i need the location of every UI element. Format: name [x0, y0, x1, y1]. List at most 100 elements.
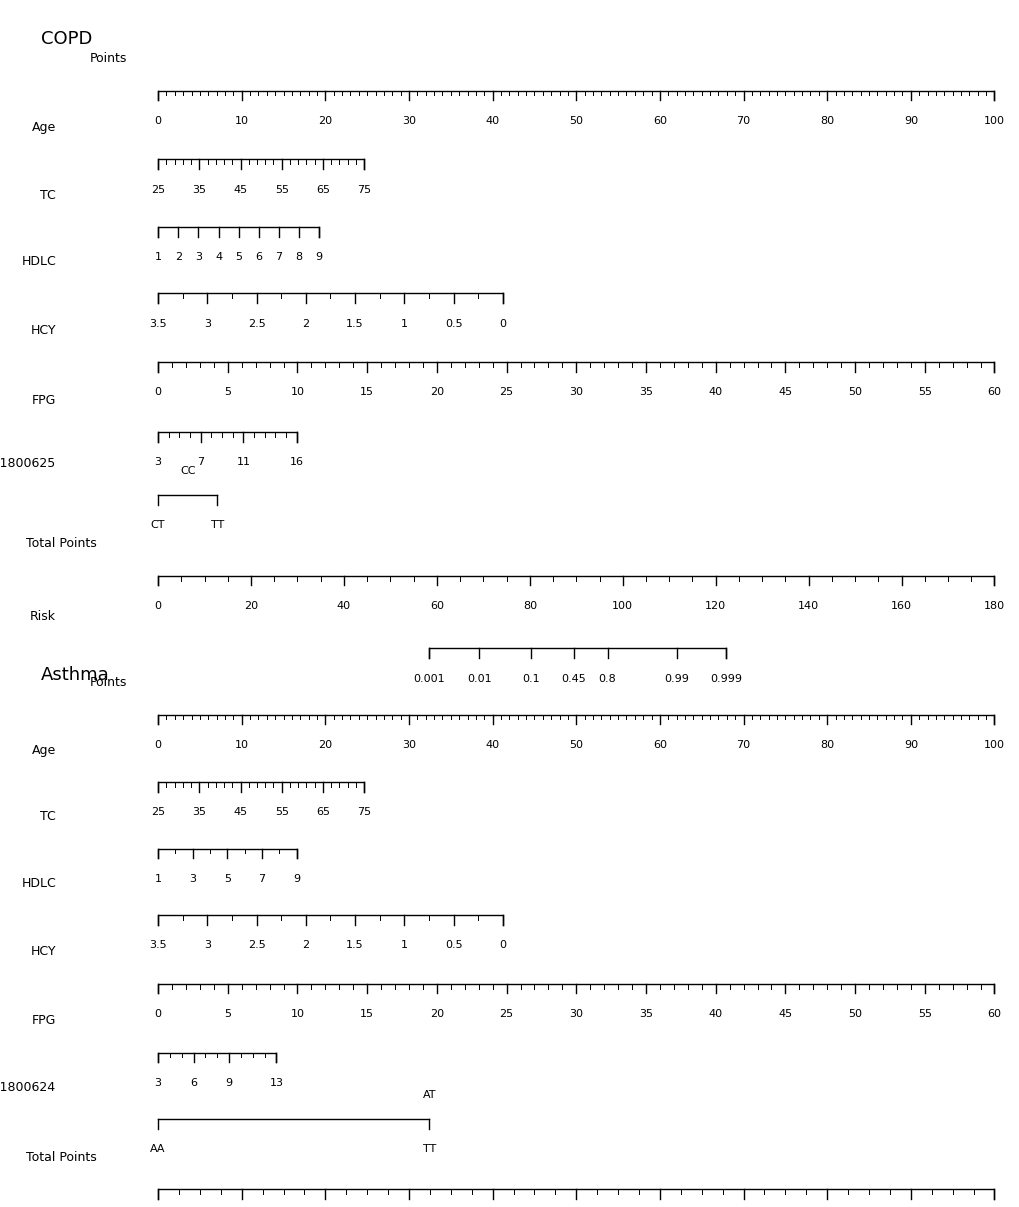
- Text: 45: 45: [233, 807, 248, 817]
- Text: 75: 75: [357, 807, 371, 817]
- Text: 5: 5: [224, 387, 231, 397]
- Text: Asthma: Asthma: [41, 666, 109, 684]
- Text: 180: 180: [983, 601, 1004, 611]
- Text: 0.01: 0.01: [467, 674, 491, 683]
- Text: 30: 30: [401, 116, 416, 126]
- Text: Points: Points: [90, 52, 127, 65]
- Text: 1.5: 1.5: [346, 940, 364, 950]
- Text: 3.5: 3.5: [149, 940, 167, 950]
- Text: 3: 3: [155, 457, 161, 467]
- Text: Total Points: Total Points: [26, 1150, 97, 1164]
- Text: 160: 160: [891, 601, 911, 611]
- Text: 2: 2: [302, 940, 309, 950]
- Text: 140: 140: [797, 601, 818, 611]
- Text: 75: 75: [357, 185, 371, 194]
- Text: FPG: FPG: [32, 1014, 56, 1027]
- Text: 10: 10: [234, 116, 249, 126]
- Text: 5: 5: [224, 1009, 231, 1019]
- Text: TT: TT: [211, 520, 223, 530]
- Text: 3: 3: [204, 940, 211, 950]
- Text: 5: 5: [224, 874, 230, 884]
- Text: 7: 7: [275, 252, 282, 262]
- Text: Age: Age: [32, 121, 56, 134]
- Text: 120: 120: [704, 601, 726, 611]
- Text: FPG: FPG: [32, 393, 56, 407]
- Text: 50: 50: [847, 387, 861, 397]
- Text: 13: 13: [269, 1078, 283, 1088]
- Text: 3: 3: [190, 874, 196, 884]
- Text: 55: 55: [917, 1009, 931, 1019]
- Text: 0.5: 0.5: [444, 940, 462, 950]
- Text: 1: 1: [155, 252, 161, 262]
- Text: 20: 20: [429, 387, 443, 397]
- Text: 1: 1: [400, 319, 408, 328]
- Text: HCY: HCY: [31, 323, 56, 337]
- Text: 80: 80: [523, 601, 536, 611]
- Text: 1.5: 1.5: [346, 319, 364, 328]
- Text: 40: 40: [336, 601, 351, 611]
- Text: 6: 6: [255, 252, 262, 262]
- Text: 25: 25: [151, 807, 165, 817]
- Text: 15: 15: [360, 387, 374, 397]
- Text: 30: 30: [569, 1009, 583, 1019]
- Text: 0.8: 0.8: [598, 674, 615, 683]
- Text: 0.1: 0.1: [522, 674, 539, 683]
- Text: 50: 50: [569, 740, 583, 750]
- Text: 60: 60: [652, 116, 666, 126]
- Text: 11: 11: [236, 457, 251, 467]
- Text: 65: 65: [316, 807, 329, 817]
- Text: 0.999: 0.999: [709, 674, 742, 683]
- Text: 20: 20: [244, 601, 258, 611]
- Text: 9: 9: [293, 874, 300, 884]
- Text: 20: 20: [318, 740, 332, 750]
- Text: 0.99: 0.99: [663, 674, 688, 683]
- Text: rs1800625: rs1800625: [0, 456, 56, 470]
- Text: 90: 90: [903, 116, 917, 126]
- Text: 7: 7: [259, 874, 265, 884]
- Text: 65: 65: [316, 185, 329, 194]
- Text: 8: 8: [296, 252, 303, 262]
- Text: AA: AA: [150, 1144, 166, 1154]
- Text: 3: 3: [155, 1078, 161, 1088]
- Text: Total Points: Total Points: [26, 537, 97, 550]
- Text: 10: 10: [234, 740, 249, 750]
- Text: 20: 20: [318, 116, 332, 126]
- Text: 25: 25: [499, 387, 514, 397]
- Text: 2.5: 2.5: [248, 940, 265, 950]
- Text: 55: 55: [274, 807, 288, 817]
- Text: 35: 35: [193, 807, 206, 817]
- Text: 50: 50: [569, 116, 583, 126]
- Text: 3: 3: [195, 252, 202, 262]
- Text: 9: 9: [316, 252, 322, 262]
- Text: 1: 1: [155, 874, 161, 884]
- Text: 25: 25: [151, 185, 165, 194]
- Text: 55: 55: [274, 185, 288, 194]
- Text: 45: 45: [777, 387, 792, 397]
- Text: 35: 35: [193, 185, 206, 194]
- Text: 80: 80: [819, 740, 834, 750]
- Text: 2: 2: [302, 319, 309, 328]
- Text: 0: 0: [155, 116, 161, 126]
- Text: 30: 30: [401, 740, 416, 750]
- Text: 2: 2: [174, 252, 181, 262]
- Text: 40: 40: [485, 740, 499, 750]
- Text: 90: 90: [903, 740, 917, 750]
- Text: Risk: Risk: [31, 610, 56, 623]
- Text: 1: 1: [400, 940, 408, 950]
- Text: 40: 40: [708, 1009, 722, 1019]
- Text: COPD: COPD: [41, 30, 92, 48]
- Text: 60: 60: [429, 601, 443, 611]
- Text: 50: 50: [847, 1009, 861, 1019]
- Text: 10: 10: [290, 1009, 305, 1019]
- Text: 4: 4: [215, 252, 222, 262]
- Text: 45: 45: [777, 1009, 792, 1019]
- Text: 0: 0: [155, 601, 161, 611]
- Text: 0: 0: [155, 1009, 161, 1019]
- Text: CT: CT: [151, 520, 165, 530]
- Text: 0.45: 0.45: [560, 674, 585, 683]
- Text: 0: 0: [499, 940, 505, 950]
- Text: 100: 100: [611, 601, 633, 611]
- Text: 6: 6: [190, 1078, 197, 1088]
- Text: 25: 25: [499, 1009, 514, 1019]
- Text: 60: 60: [986, 1009, 1001, 1019]
